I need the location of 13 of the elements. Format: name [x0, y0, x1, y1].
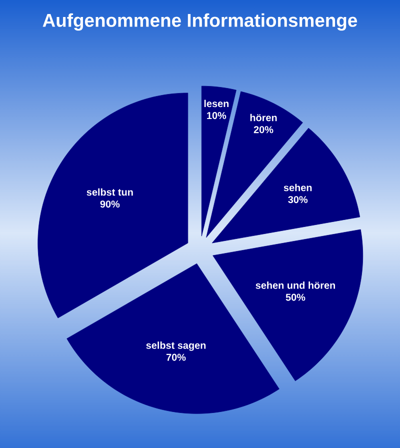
chart-title: Aufgenommene Informationsmenge	[42, 13, 358, 31]
data-label: 20%	[254, 126, 274, 134]
slice-label: selbst tun	[86, 188, 133, 196]
slice-label: lesen	[204, 100, 229, 108]
data-label: 30%	[288, 196, 308, 204]
slice-label: sehen und hören	[256, 282, 335, 289]
data-label: 90%	[100, 200, 120, 208]
data-label: 50%	[286, 294, 306, 301]
slice-label: sehen	[284, 184, 312, 192]
data-label: 70%	[166, 354, 186, 361]
slice-label: selbst sagen	[146, 342, 206, 351]
data-label: 10%	[207, 112, 226, 120]
slice-label: hören	[250, 114, 277, 122]
